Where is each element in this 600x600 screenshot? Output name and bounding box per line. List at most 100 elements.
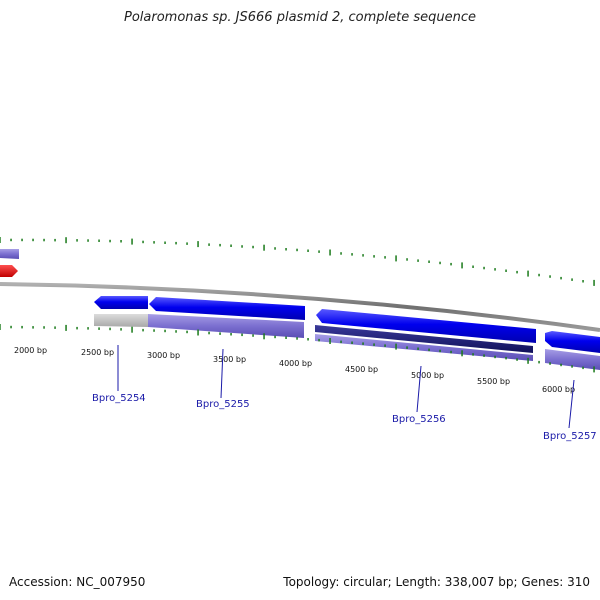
minor-tick xyxy=(450,262,452,266)
minor-tick xyxy=(417,259,419,262)
minor-tick xyxy=(428,260,430,263)
minor-tick xyxy=(21,238,23,242)
bp-label: 3500 bp xyxy=(213,355,246,364)
minor-tick xyxy=(274,247,276,250)
major-tick xyxy=(527,270,529,277)
minor-tick xyxy=(318,250,320,253)
minor-tick xyxy=(120,328,122,331)
minor-tick xyxy=(186,242,188,245)
cds-arrow-bpro-5257[interactable] xyxy=(545,331,600,353)
major-tick xyxy=(0,324,1,330)
minor-tick xyxy=(164,329,166,333)
minor-tick xyxy=(230,244,232,247)
gene-feature-bpro-5256[interactable] xyxy=(315,309,536,361)
minor-tick xyxy=(428,348,430,352)
minor-tick xyxy=(32,326,34,329)
minor-tick xyxy=(274,335,276,339)
bp-label: 5500 bp xyxy=(477,377,510,386)
gene-bar-bpro-5254 xyxy=(94,314,148,327)
minor-tick xyxy=(208,243,210,246)
minor-tick xyxy=(153,329,155,332)
major-tick xyxy=(395,343,397,350)
minor-tick xyxy=(362,254,364,257)
bp-label: 4000 bp xyxy=(279,359,312,368)
minor-tick xyxy=(153,241,155,244)
cds-arrow-bpro-5256[interactable] xyxy=(316,309,536,343)
partial-red-cds-arrow xyxy=(0,265,18,277)
minor-tick xyxy=(219,332,221,335)
major-tick xyxy=(593,279,595,286)
minor-tick xyxy=(582,366,584,370)
gene-labels: Bpro_5254 Bpro_5255 Bpro_5256 Bpro_5257 xyxy=(92,393,597,442)
accession-text: Accession: NC_007950 xyxy=(9,575,146,589)
partial-lavender-feature xyxy=(0,249,19,259)
minor-tick xyxy=(87,239,89,242)
minor-tick xyxy=(54,238,56,242)
minor-tick xyxy=(417,347,419,350)
minor-tick xyxy=(109,327,111,331)
minor-tick xyxy=(142,328,144,332)
minor-tick xyxy=(406,346,408,349)
gene-label-bpro-5256[interactable]: Bpro_5256 xyxy=(392,414,446,425)
gene-label-bpro-5254[interactable]: Bpro_5254 xyxy=(92,393,146,404)
minor-tick xyxy=(538,360,540,364)
minor-tick xyxy=(340,252,342,255)
minor-tick xyxy=(571,365,573,368)
bp-label: 3000 bp xyxy=(147,351,180,360)
outer-tick-row xyxy=(0,237,595,286)
major-tick xyxy=(263,333,265,340)
minor-tick xyxy=(318,338,320,342)
minor-tick xyxy=(582,280,584,283)
major-tick xyxy=(395,255,397,262)
minor-tick xyxy=(98,327,100,330)
gene-bar-lower-bpro-5256 xyxy=(315,334,533,361)
minor-tick xyxy=(483,266,485,270)
minor-tick xyxy=(406,258,408,261)
minor-tick xyxy=(43,238,45,242)
major-tick xyxy=(65,324,67,331)
major-tick xyxy=(0,237,1,243)
minor-tick xyxy=(560,363,562,367)
minor-tick xyxy=(285,336,287,339)
minor-tick xyxy=(439,349,441,353)
map-title: Polaromonas sp. JS666 plasmid 2, complet… xyxy=(123,10,476,25)
gene-feature-bpro-5255[interactable] xyxy=(148,297,305,338)
minor-tick xyxy=(109,239,111,243)
minor-tick xyxy=(252,334,254,337)
minor-tick xyxy=(175,330,177,333)
minor-tick xyxy=(241,245,243,248)
minor-tick xyxy=(307,338,309,341)
gene-label-bpro-5257[interactable]: Bpro_5257 xyxy=(543,431,597,442)
major-tick xyxy=(197,241,199,248)
minor-tick xyxy=(439,261,441,265)
minor-tick xyxy=(494,355,496,359)
cds-arrow-bpro-5255[interactable] xyxy=(149,297,305,320)
minor-tick xyxy=(516,358,518,361)
gene-feature-bpro-5254[interactable] xyxy=(94,296,148,327)
minor-tick xyxy=(208,331,210,335)
minor-tick xyxy=(241,333,243,337)
bp-label: 5000 bp xyxy=(411,371,444,380)
major-tick xyxy=(527,357,529,364)
gene-bar-bpro-5255 xyxy=(148,314,304,338)
gene-label-bpro-5255[interactable]: Bpro_5255 xyxy=(196,399,250,410)
minor-tick xyxy=(494,268,496,271)
gene-feature-bpro-5257[interactable] xyxy=(545,331,600,370)
minor-tick xyxy=(76,239,78,242)
topology-summary-text: Topology: circular; Length: 338,007 bp; … xyxy=(283,575,590,589)
minor-tick xyxy=(538,273,540,277)
bp-label: 6000 bp xyxy=(542,385,575,394)
bp-label: 2000 bp xyxy=(14,346,47,355)
minor-tick xyxy=(142,240,144,244)
minor-tick xyxy=(384,256,386,259)
cds-arrow-bpro-5254[interactable] xyxy=(94,296,148,309)
minor-tick xyxy=(516,270,518,274)
major-tick xyxy=(197,329,199,336)
minor-tick xyxy=(175,241,177,245)
leader-line-bpro-5255 xyxy=(220,348,224,399)
minor-tick xyxy=(373,255,375,258)
minor-tick xyxy=(549,275,551,278)
gene-bar-bpro-5257 xyxy=(545,349,600,370)
minor-tick xyxy=(21,325,23,329)
